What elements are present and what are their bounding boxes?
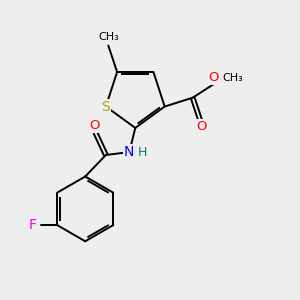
Text: O: O xyxy=(89,119,99,132)
Text: CH₃: CH₃ xyxy=(222,73,243,83)
Text: S: S xyxy=(101,100,110,114)
Text: O: O xyxy=(196,120,207,133)
Text: H: H xyxy=(138,146,147,159)
Text: F: F xyxy=(29,218,37,232)
Text: O: O xyxy=(208,71,218,85)
Text: N: N xyxy=(124,145,134,159)
Text: CH₃: CH₃ xyxy=(98,32,118,42)
